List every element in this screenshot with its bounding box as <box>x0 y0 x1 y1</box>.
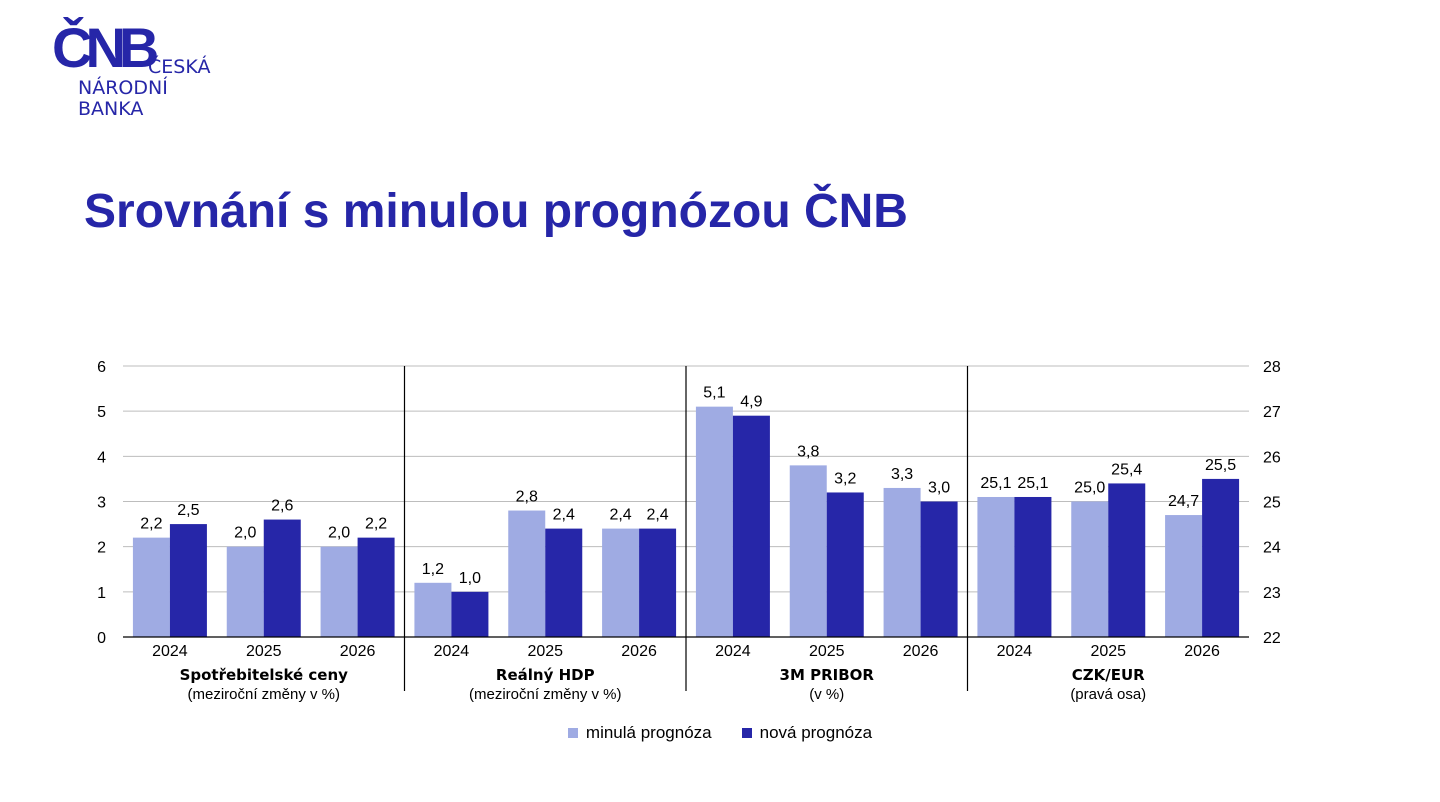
x-category-label: 2024 <box>715 643 751 660</box>
group-name-label: CZK/EUR <box>1072 666 1145 684</box>
data-label-new: 2,2 <box>365 516 387 533</box>
bar-new <box>1014 496 1052 637</box>
x-category-label: 2025 <box>809 643 845 660</box>
group-subtitle-label: (pravá osa) <box>1070 686 1146 703</box>
group-subtitle-label: (meziroční změny v %) <box>187 686 340 703</box>
y-left-tick-label: 6 <box>97 359 106 376</box>
bar-old <box>414 582 452 637</box>
bar-old <box>977 496 1015 637</box>
y-right-tick-label: 26 <box>1263 449 1281 466</box>
bar-old <box>883 487 921 637</box>
x-category-label: 2026 <box>903 643 939 660</box>
data-label-new: 3,0 <box>928 480 950 497</box>
bar-new <box>732 415 770 637</box>
cnb-logo: ČNB ČESKÁ NÁRODNÍ BANKA <box>52 20 222 122</box>
data-label-old: 2,4 <box>609 507 631 524</box>
data-label-old: 5,1 <box>703 385 725 402</box>
bar-old <box>602 528 640 637</box>
data-label-new: 25,5 <box>1205 457 1236 474</box>
legend-swatch-new <box>741 728 752 738</box>
y-left-tick-label: 4 <box>97 449 106 466</box>
group-name-label: 3M PRIBOR <box>780 666 875 684</box>
bar-new <box>357 537 395 637</box>
legend-item-new: nová prognóza <box>741 723 873 743</box>
legend-label-new: nová prognóza <box>759 723 873 742</box>
logo-line-3: BANKA <box>78 98 144 120</box>
group-subtitle-label: (meziroční změny v %) <box>469 686 622 703</box>
x-category-label: 2024 <box>997 643 1033 660</box>
data-label-old: 25,1 <box>980 475 1011 492</box>
y-left-tick-label: 0 <box>97 630 106 647</box>
x-category-label: 2025 <box>1090 643 1126 660</box>
bar-new <box>169 524 207 637</box>
bar-new <box>1202 478 1240 637</box>
bar-new <box>920 501 958 637</box>
group-subtitle-label: (v %) <box>809 686 844 703</box>
logo-line-1: ČESKÁ <box>148 56 211 78</box>
x-category-label: 2024 <box>152 643 188 660</box>
group-name-label: Spotřebitelské ceny <box>180 666 349 684</box>
data-label-new: 2,5 <box>177 502 199 519</box>
bar-old <box>695 406 733 637</box>
bar-new <box>451 591 489 637</box>
comparison-bar-chart: 0123456222324252627282,22,520242,02,6202… <box>97 359 1281 703</box>
data-label-new: 2,4 <box>553 507 575 524</box>
bar-old <box>1071 501 1109 637</box>
data-label-new: 1,0 <box>459 570 481 587</box>
data-label-old: 24,7 <box>1168 493 1199 510</box>
bar-old <box>226 546 264 637</box>
y-left-tick-label: 3 <box>97 495 106 512</box>
bar-old <box>132 537 170 637</box>
data-label-new: 3,2 <box>834 470 856 487</box>
y-right-tick-label: 27 <box>1263 404 1281 421</box>
data-label-old: 2,0 <box>328 525 350 542</box>
bar-old <box>789 465 827 637</box>
data-label-new: 2,6 <box>271 498 293 515</box>
bar-new <box>826 492 864 637</box>
data-label-new: 2,4 <box>646 507 668 524</box>
bar-old <box>1165 515 1203 637</box>
bar-new <box>1108 483 1146 637</box>
x-category-label: 2024 <box>434 643 470 660</box>
x-category-label: 2026 <box>340 643 376 660</box>
bar-old <box>320 546 358 637</box>
data-label-old: 2,0 <box>234 525 256 542</box>
bar-new <box>639 528 677 637</box>
page-title: Srovnání s minulou prognózou ČNB <box>84 185 908 238</box>
data-label-new: 25,4 <box>1111 461 1142 478</box>
data-label-old: 1,2 <box>422 561 444 578</box>
y-right-tick-label: 24 <box>1263 540 1281 557</box>
y-left-tick-label: 5 <box>97 404 106 421</box>
data-label-old: 3,3 <box>891 466 913 483</box>
x-category-label: 2025 <box>246 643 282 660</box>
chart-legend: minulá prognóza nová prognóza <box>0 723 1440 743</box>
data-label-old: 25,0 <box>1074 480 1105 497</box>
group-name-label: Reálný HDP <box>496 666 595 684</box>
data-label-new: 4,9 <box>740 394 762 411</box>
y-right-tick-label: 25 <box>1263 495 1281 512</box>
logo-mark: ČNB <box>52 16 159 79</box>
data-label-old: 2,8 <box>516 489 538 506</box>
y-left-tick-label: 1 <box>97 585 106 602</box>
data-label-old: 2,2 <box>140 516 162 533</box>
y-left-tick-label: 2 <box>97 540 106 557</box>
legend-label-old: minulá prognóza <box>585 723 712 742</box>
data-label-old: 3,8 <box>797 443 819 460</box>
y-right-tick-label: 28 <box>1263 359 1281 376</box>
bar-new <box>263 519 301 637</box>
x-category-label: 2026 <box>621 643 657 660</box>
legend-swatch-old <box>567 728 578 738</box>
bar-old <box>508 510 546 637</box>
logo-line-2: NÁRODNÍ <box>78 77 168 99</box>
x-category-label: 2025 <box>527 643 563 660</box>
y-right-tick-label: 23 <box>1263 585 1281 602</box>
y-right-tick-label: 22 <box>1263 630 1281 647</box>
x-category-label: 2026 <box>1184 643 1220 660</box>
bar-new <box>545 528 583 637</box>
data-label-new: 25,1 <box>1017 475 1048 492</box>
legend-item-old: minulá prognóza <box>567 723 712 743</box>
